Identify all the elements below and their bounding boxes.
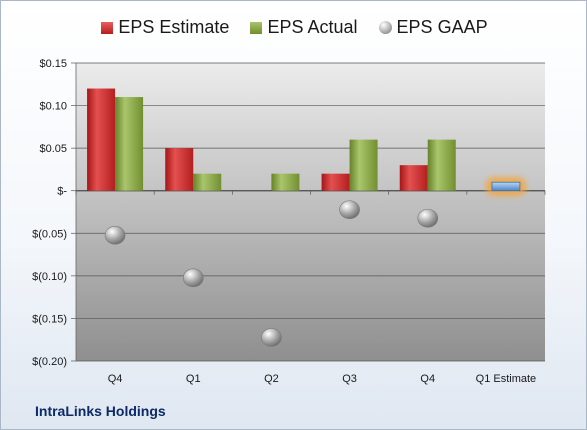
x-tick-label: Q2 [264,373,279,385]
legend-item-gaap: EPS GAAP [378,17,488,38]
y-tick-label: $0.05 [39,143,67,155]
legend-item-actual: EPS Actual [250,17,358,38]
legend-swatch-actual [250,22,263,34]
bar-eps-actual [427,139,456,191]
x-tick-label: Q4 [420,373,435,385]
x-tick-label: Q3 [342,373,357,385]
y-tick-label: $(0.15) [32,313,67,325]
y-tick-label: $(0.20) [32,356,67,368]
bar-eps-actual [115,97,144,191]
marker-eps-gaap [104,225,126,245]
legend-swatch-gaap [378,21,392,34]
marker-eps-gaap [182,268,204,288]
gaap-markers [104,200,439,347]
plot-area [76,63,545,361]
x-tick-label: Q4 [108,373,123,385]
marker-eps-gaap [417,208,439,228]
y-tick-label: $0.15 [39,58,67,70]
y-tick-label: $(0.05) [32,228,67,240]
bar-eps-actual [193,173,222,191]
gridlines [71,62,546,362]
bar-eps-estimate [165,148,194,191]
x-tick-label: Q1 [186,373,201,385]
legend-item-estimate: EPS Estimate [101,17,229,38]
y-axis-ticks: $0.15 $0.10 $0.05 $- $(0.05) $(0.10) $(0.15) $(… [32,58,67,368]
bar-eps-estimate [491,181,521,192]
legend-label-gaap: EPS GAAP [396,17,488,37]
bar-eps-actual [271,173,300,191]
bar-eps-estimate [321,173,350,191]
legend: EPS Estimate EPS Actual EPS GAAP [1,17,587,38]
marker-eps-gaap [261,328,282,347]
bar-eps-estimate [87,88,116,191]
legend-label-estimate: EPS Estimate [118,17,230,37]
bar-eps-actual [349,139,378,191]
marker-eps-gaap [339,200,360,220]
legend-swatch-estimate [101,22,114,34]
bars [87,88,526,196]
legend-label-actual: EPS Actual [267,17,358,37]
y-tick-label: $0.10 [39,101,67,113]
bar-eps-estimate [399,165,428,191]
x-tick-label: Q1 Estimate [476,373,537,385]
company-name: IntraLinks Holdings [35,403,166,419]
x-axis-ticks: Q4 Q1 Q2 Q3 Q4 Q1 Estimate [108,373,536,385]
y-tick-label: $- [57,186,67,198]
y-tick-label: $(0.10) [32,271,67,283]
